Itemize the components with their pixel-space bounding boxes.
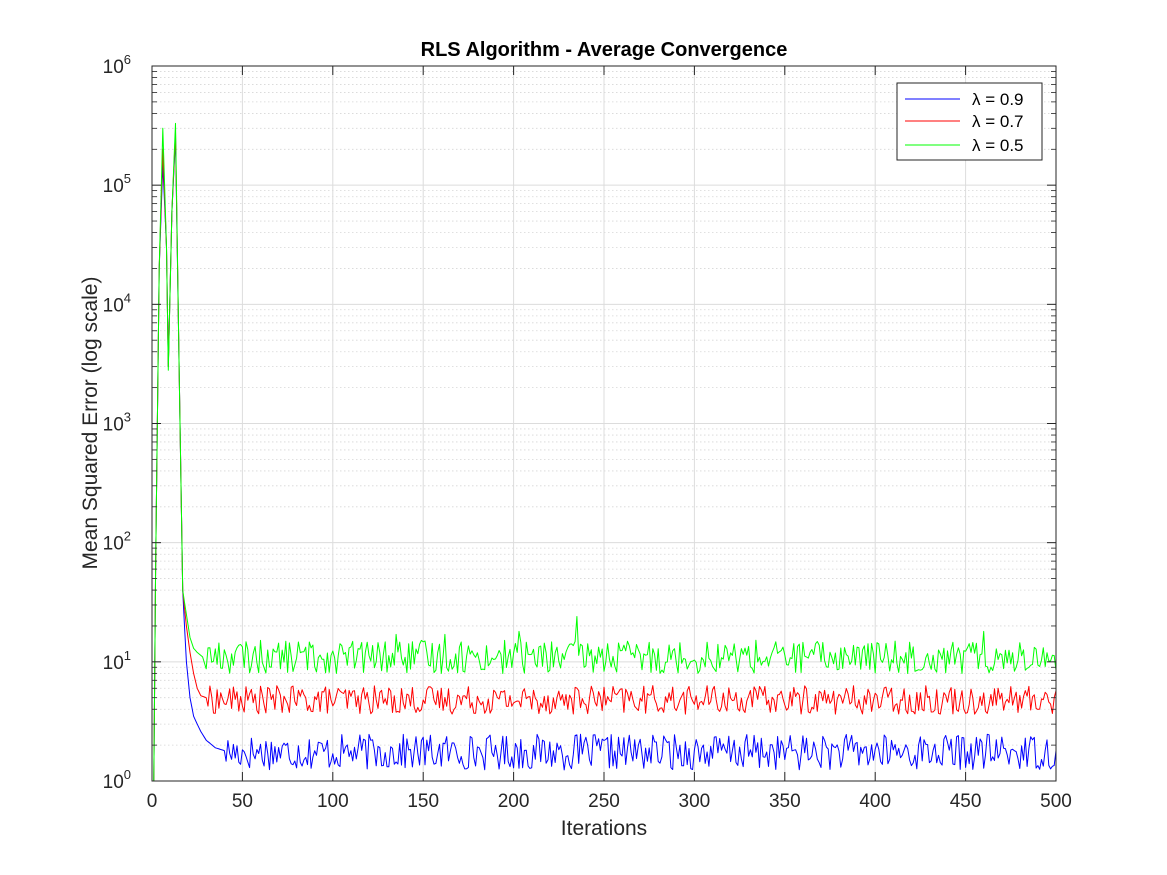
x-tick-label: 200 xyxy=(498,791,530,812)
x-tick-label: 0 xyxy=(147,791,158,812)
legend-entry-0: λ = 0.9 xyxy=(972,90,1024,109)
x-axis-label: Iterations xyxy=(561,817,647,840)
x-tick-label: 350 xyxy=(769,791,801,812)
legend-entry-2: λ = 0.5 xyxy=(972,136,1024,155)
y-axis-label: Mean Squared Error (log scale) xyxy=(79,277,102,570)
x-tick-label: 450 xyxy=(950,791,982,812)
chart-title: RLS Algorithm - Average Convergence xyxy=(421,39,788,61)
legend-entry-1: λ = 0.7 xyxy=(972,112,1024,131)
x-tick-label: 250 xyxy=(588,791,620,812)
x-tick-label: 150 xyxy=(407,791,439,812)
x-tick-label: 400 xyxy=(859,791,891,812)
x-tick-label: 50 xyxy=(232,791,253,812)
x-tick-label: 300 xyxy=(679,791,711,812)
x-tick-label: 500 xyxy=(1040,791,1072,812)
x-tick-label: 100 xyxy=(317,791,349,812)
legend: λ = 0.9 λ = 0.7 λ = 0.5 xyxy=(897,83,1042,160)
